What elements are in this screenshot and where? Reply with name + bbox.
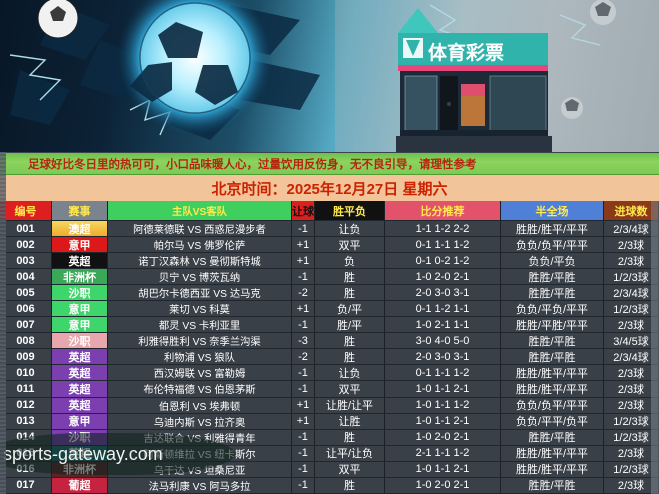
svg-text:体育彩票: 体育彩票 [428, 41, 504, 64]
